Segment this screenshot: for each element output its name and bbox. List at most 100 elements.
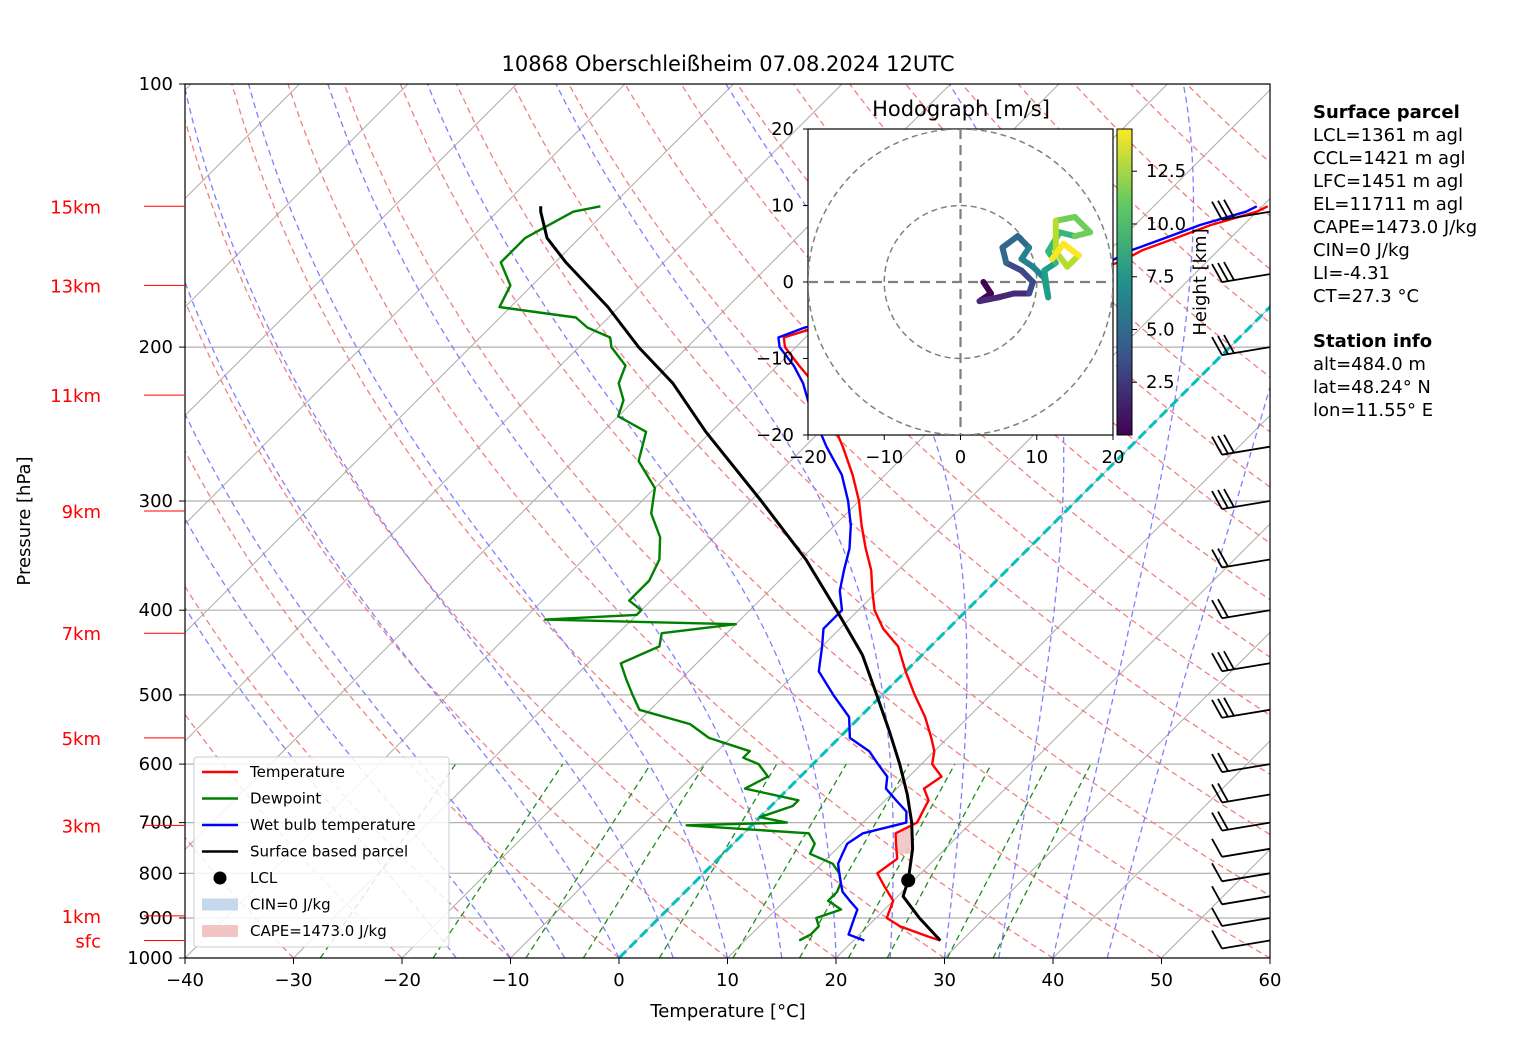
wind-barb-flag [1211,862,1223,882]
wind-barb-flag [1217,548,1229,567]
isotherm [185,84,626,525]
mixing-ratio-line [847,763,956,958]
x-tick-label: 0 [613,970,624,991]
wind-barb-flag [1217,783,1229,802]
surface-parcel-title: Surface parcel [1313,102,1460,123]
y-tick-label: 900 [139,908,173,929]
wind-barb [1221,445,1270,456]
wind-barb-flag [1217,811,1229,831]
isotherm [944,631,1270,958]
surface-li: LI=-4.31 [1313,263,1390,284]
zero-isotherm [617,304,1270,958]
wind-barb-flag [1211,436,1223,456]
y-tick-label: 100 [139,74,173,95]
hodograph-segment [999,233,1021,251]
hodograph-y-tick: −20 [756,425,794,446]
hodograph-segment [1041,267,1052,301]
height-label: 7km [62,624,101,645]
isotherm [185,84,517,417]
x-tick-label: 60 [1259,970,1282,991]
wind-barb [1221,609,1270,620]
wind-barb [1221,708,1270,719]
hodograph: Hodograph [m/s] −20−20 −10 −10 0 0 10 10 20 20 2… [756,97,1211,468]
dry-adiabat [185,117,837,958]
wind-barb-flag [1223,261,1235,281]
x-tick-label: 30 [933,970,956,991]
moist-adiabat [185,606,457,958]
wind-barb-flag [1211,784,1223,803]
x-tick-label: 40 [1042,970,1065,991]
legend-label: Dewpoint [250,790,321,808]
legend-label: CIN=0 J/kg [250,896,331,914]
wind-barb [1221,895,1270,906]
wind-barb [1221,939,1270,950]
isotherm [727,414,1270,958]
dry-adiabat [455,84,1270,897]
surface-lfc: LFC=1451 m agl [1313,171,1464,192]
isotherm [1052,740,1270,958]
legend: Temperature Dewpoint Wet bulb temperature S… [193,756,450,948]
surface-lcl: LCL=1361 m agl [1313,125,1463,146]
colorbar-label: Height [km] [1190,228,1211,335]
wind-barb-flag [1223,434,1235,454]
mixing-ratio-line [732,763,847,958]
colorbar-tick-label: 7.5 [1146,267,1175,288]
colorbar-tick-label: 5.0 [1146,319,1175,340]
station-lon: lon=11.55° E [1313,400,1434,421]
x-axis-label: Temperature [°C] [649,1001,805,1022]
dry-adiabat [185,299,728,958]
wind-barb [1221,500,1270,510]
hodograph-x-tick: −10 [865,447,903,468]
wind-barb-flag [1211,930,1223,949]
x-tick-label: 20 [825,970,848,991]
isotherm [185,84,843,742]
mixing-ratio-line [946,763,1049,958]
hodograph-x-tick: 20 [1102,447,1125,468]
mixing-ratio-line [886,763,992,958]
wind-barb [1221,346,1270,356]
wind-barb-flag [1211,907,1223,927]
hodograph-x-tick: −20 [789,447,827,468]
dry-adiabat [287,84,1054,958]
moist-adiabat [327,84,783,958]
station-info-title: Station info [1313,331,1433,352]
wind-barb-flag [1211,753,1223,773]
isotherm [835,523,1270,958]
x-tick-label: −30 [275,970,313,991]
chart-title: 10868 Oberschleißheim 07.08.2024 12UTC [502,52,955,76]
wind-barbs [1211,199,1270,950]
legend-swatch [202,898,238,911]
hodograph-segment [1071,213,1094,236]
mixing-ratio-line [658,763,778,958]
surface-el: EL=11711 m agl [1313,194,1464,215]
wind-barb-flag [1217,335,1229,355]
wind-barb [1221,273,1270,283]
wind-barb [1221,662,1270,673]
wind-barb-flag [1211,652,1223,672]
moist-adiabat [185,412,566,958]
colorbar-tick-label: 10.0 [1146,214,1186,235]
hodograph-segment [976,294,1002,305]
legend-label: Temperature [249,763,345,781]
wind-barb-flag [1211,812,1223,832]
y-tick-label: 700 [139,813,173,834]
hodograph-y-tick: −10 [756,349,794,370]
wind-barb-flag [1223,488,1235,508]
moist-adiabat [185,280,620,958]
wind-barb-flag [1211,699,1223,719]
hodograph-y-tick: 10 [771,196,794,217]
wind-barb-flag [1217,598,1229,618]
moist-adiabat [1052,84,1195,958]
isotherm [185,84,734,634]
dry-adiabat [849,84,1270,488]
wind-barb-flag [1211,263,1223,283]
station-lat: lat=48.24° N [1313,377,1431,398]
wind-barb [1221,847,1270,858]
legend-label: LCL [250,869,278,887]
wind-barb-flag [1217,752,1229,772]
y-tick-label: 500 [139,685,173,706]
wind-barb [1221,558,1270,569]
height-label: sfc [75,932,101,953]
surface-ccl: CCL=1421 m agl [1313,148,1466,169]
